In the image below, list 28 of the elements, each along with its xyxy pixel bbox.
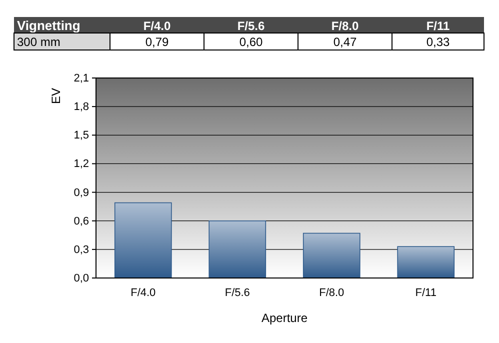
bar bbox=[114, 202, 172, 278]
y-tick-label: 0,9 bbox=[74, 186, 89, 199]
x-tick-label: F/11 bbox=[415, 286, 436, 299]
data-label: 0,47 bbox=[333, 35, 357, 49]
y-tick-label: 2,1 bbox=[74, 72, 89, 85]
x-tick-label: F/8.0 bbox=[319, 286, 344, 299]
x-tick-label: F/4.0 bbox=[130, 286, 156, 299]
category-label: F/8.0 bbox=[331, 19, 359, 33]
bar bbox=[208, 220, 266, 278]
chart-title: Vignetting bbox=[17, 18, 80, 33]
data-label: 0,60 bbox=[239, 35, 263, 49]
y-tick-label: 1,5 bbox=[74, 130, 89, 142]
category-label: F/4.0 bbox=[143, 19, 171, 33]
y-axis-title: EV bbox=[49, 88, 63, 104]
bar bbox=[302, 232, 360, 278]
text: 300 mm bbox=[17, 35, 60, 49]
y-tick-label: 0,0 bbox=[74, 272, 89, 285]
bar bbox=[397, 246, 455, 278]
category-label: F/5.6 bbox=[237, 19, 265, 33]
category-label: F/11 bbox=[426, 19, 450, 33]
y-tick-label: 0,3 bbox=[74, 244, 89, 256]
x-axis-title: Aperture bbox=[261, 311, 308, 325]
y-tick-label: 1,8 bbox=[74, 101, 89, 114]
y-tick-label: 0,6 bbox=[74, 215, 89, 228]
x-tick-label: F/5.6 bbox=[224, 286, 250, 299]
y-tick-label: 1,2 bbox=[74, 158, 89, 170]
data-label: 0,79 bbox=[145, 35, 169, 49]
data-label: 0,33 bbox=[426, 35, 450, 49]
